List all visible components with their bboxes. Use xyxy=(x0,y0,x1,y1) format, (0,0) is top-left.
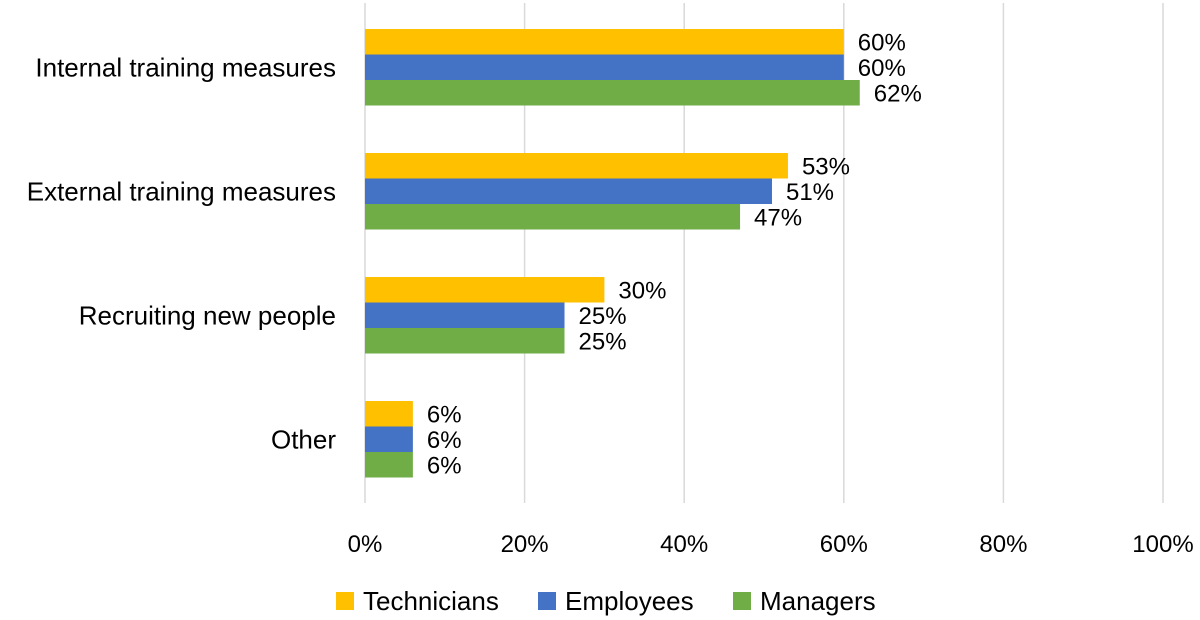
legend-item-employees: Employees xyxy=(538,586,694,616)
data-label: 60% xyxy=(858,55,906,82)
bars xyxy=(365,29,860,478)
x-tick-label: 40% xyxy=(660,531,708,558)
legend-swatch xyxy=(538,592,556,610)
x-tick-label: 80% xyxy=(979,531,1027,558)
value-axis: 0% 20% 40% 60% 80% 100% xyxy=(348,531,1194,558)
data-label: 53% xyxy=(802,153,850,180)
bar-managers-1 xyxy=(365,204,741,230)
category-label: Other xyxy=(271,424,336,454)
legend-item-technicians: Technicians xyxy=(336,586,499,616)
bar-employees-2 xyxy=(365,302,565,328)
category-label: External training measures xyxy=(27,176,336,206)
legend-item-managers: Managers xyxy=(733,586,876,616)
data-label: 6% xyxy=(427,401,462,428)
bar-employees-3 xyxy=(365,426,413,452)
bar-managers-3 xyxy=(365,452,413,478)
data-label: 25% xyxy=(579,328,627,355)
legend-label: Technicians xyxy=(363,586,499,616)
legend: Technicians Employees Managers xyxy=(336,586,876,616)
bar-technicians-1 xyxy=(365,153,788,179)
data-label: 47% xyxy=(754,204,802,231)
legend-swatch xyxy=(733,592,751,610)
bar-managers-2 xyxy=(365,328,565,354)
data-label: 51% xyxy=(786,179,834,206)
data-label: 25% xyxy=(579,303,627,330)
bar-technicians-3 xyxy=(365,401,413,427)
category-label: Recruiting new people xyxy=(79,300,336,330)
bar-employees-1 xyxy=(365,178,772,204)
data-label: 62% xyxy=(874,80,922,107)
category-label: Internal training measures xyxy=(35,52,336,82)
data-labels: 60% 53% 30% 6% 60% 51% 25% 6% 62% 47% 25% 6% xyxy=(427,29,922,479)
x-tick-label: 0% xyxy=(348,531,383,558)
bar-technicians-2 xyxy=(365,277,605,303)
x-tick-label: 20% xyxy=(501,531,549,558)
data-label: 6% xyxy=(427,452,462,479)
x-tick-label: 100% xyxy=(1132,531,1193,558)
legend-label: Managers xyxy=(760,586,876,616)
legend-label: Employees xyxy=(565,586,694,616)
data-label: 60% xyxy=(858,29,906,56)
category-axis: Internal training measures External train… xyxy=(27,52,337,454)
bar-employees-0 xyxy=(365,54,844,80)
data-label: 6% xyxy=(427,427,462,454)
legend-swatch xyxy=(336,592,354,610)
x-tick-label: 60% xyxy=(820,531,868,558)
bar-technicians-0 xyxy=(365,29,844,55)
data-label: 30% xyxy=(618,277,666,304)
bar-managers-0 xyxy=(365,80,860,106)
